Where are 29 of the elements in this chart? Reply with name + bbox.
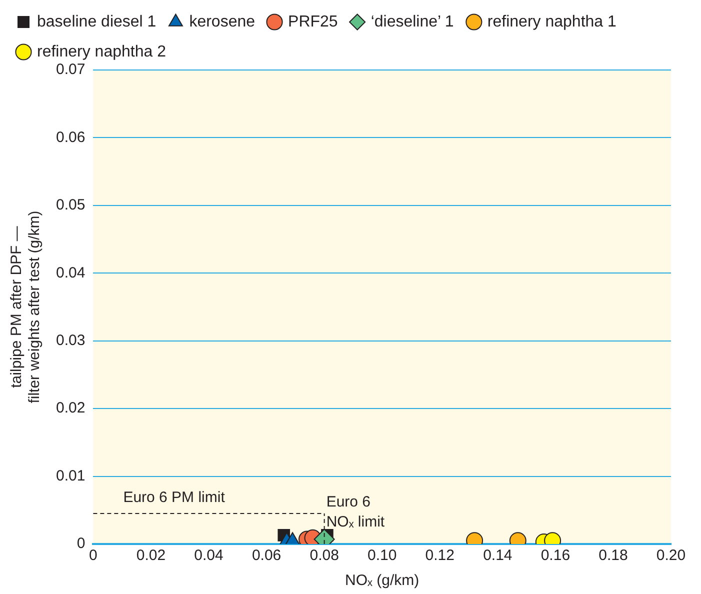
legend-label: kerosene bbox=[189, 13, 256, 30]
y-tick-label: 0.03 bbox=[56, 332, 86, 349]
y-tick-label: 0.06 bbox=[56, 128, 86, 146]
x-tick-label: 0.04 bbox=[194, 547, 224, 564]
x-tick-label: 0.02 bbox=[136, 547, 166, 564]
x-tick-label: 0.18 bbox=[598, 547, 628, 564]
y-tick-label: 0.04 bbox=[56, 264, 86, 282]
x-tick-label: 0.08 bbox=[310, 547, 339, 564]
y-tick-label: 0.01 bbox=[56, 467, 86, 484]
x-axis-title: NOₓ (g/km) bbox=[345, 572, 420, 590]
legend-label: ‘dieseline’ 1 bbox=[370, 13, 454, 30]
legend-label: PRF25 bbox=[288, 13, 338, 30]
y-tick-label: 0.02 bbox=[56, 400, 86, 417]
x-tick-label: 0 bbox=[89, 547, 98, 564]
x-tick-label: 0.10 bbox=[367, 547, 397, 564]
ref-line-label: Euro 6 NOₓ limit bbox=[326, 494, 386, 531]
x-tick-label: 0.12 bbox=[425, 547, 454, 564]
x-tick-label: 0.20 bbox=[656, 547, 686, 564]
y-tick-label: 0.05 bbox=[56, 196, 86, 214]
x-tick-label: 0.06 bbox=[252, 547, 282, 564]
x-tick-label: 0.14 bbox=[483, 547, 512, 564]
ref-line-label: Euro 6 PM limit bbox=[123, 489, 226, 506]
legend-label: refinery naphtha 1 bbox=[487, 13, 616, 30]
x-tick-label: 0.16 bbox=[540, 547, 570, 564]
legend-label: baseline diesel 1 bbox=[37, 13, 156, 30]
y-axis-title: tailpipe PM after DPF — filter weights after test (g/km) bbox=[8, 210, 44, 404]
y-tick-label: 0 bbox=[76, 535, 86, 552]
legend-label: refinery naphtha 2 bbox=[37, 43, 166, 60]
y-tick-label: 0.07 bbox=[56, 61, 86, 78]
